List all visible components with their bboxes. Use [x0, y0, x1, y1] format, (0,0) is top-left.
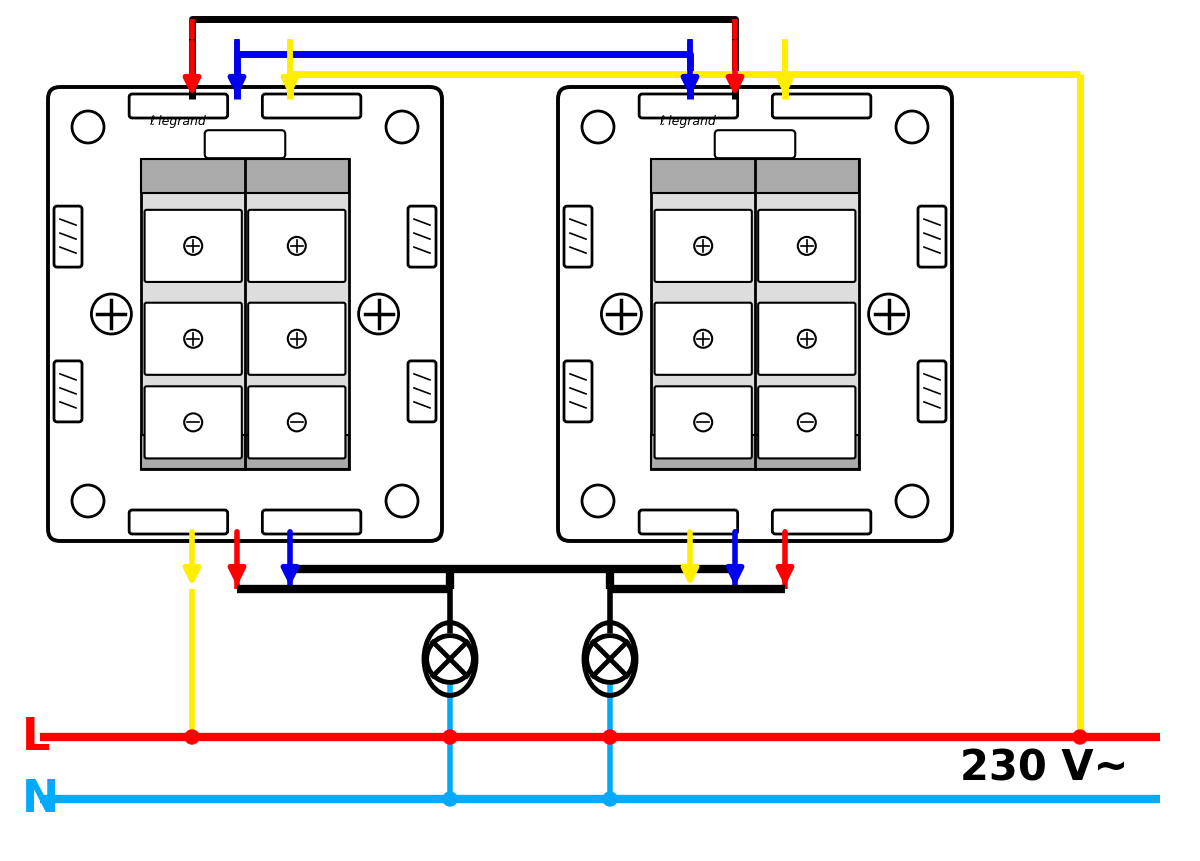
Circle shape	[604, 792, 617, 806]
FancyBboxPatch shape	[408, 362, 436, 423]
FancyBboxPatch shape	[918, 362, 946, 423]
FancyBboxPatch shape	[248, 387, 346, 459]
Text: N: N	[22, 777, 59, 821]
FancyBboxPatch shape	[263, 95, 361, 119]
FancyBboxPatch shape	[654, 211, 752, 282]
FancyBboxPatch shape	[205, 131, 286, 159]
FancyBboxPatch shape	[758, 387, 856, 459]
FancyBboxPatch shape	[918, 207, 946, 268]
FancyBboxPatch shape	[48, 88, 442, 542]
FancyBboxPatch shape	[130, 95, 228, 119]
Circle shape	[604, 730, 617, 744]
FancyBboxPatch shape	[773, 95, 871, 119]
FancyBboxPatch shape	[715, 131, 796, 159]
Text: L: L	[22, 715, 50, 759]
FancyBboxPatch shape	[54, 362, 82, 423]
Circle shape	[185, 730, 199, 744]
FancyBboxPatch shape	[408, 207, 436, 268]
FancyBboxPatch shape	[54, 207, 82, 268]
FancyBboxPatch shape	[144, 211, 242, 282]
FancyBboxPatch shape	[640, 95, 738, 119]
FancyBboxPatch shape	[263, 511, 361, 535]
FancyBboxPatch shape	[773, 511, 871, 535]
FancyBboxPatch shape	[758, 211, 856, 282]
FancyBboxPatch shape	[564, 362, 592, 423]
FancyBboxPatch shape	[144, 387, 242, 459]
Bar	[142, 160, 349, 194]
FancyBboxPatch shape	[564, 207, 592, 268]
Text: ℓ legrand: ℓ legrand	[150, 115, 206, 128]
Bar	[142, 160, 349, 469]
Circle shape	[443, 792, 457, 806]
Text: ℓ legrand: ℓ legrand	[660, 115, 716, 128]
Circle shape	[443, 730, 457, 744]
Text: 230 V~: 230 V~	[960, 747, 1128, 789]
FancyBboxPatch shape	[654, 387, 752, 459]
FancyBboxPatch shape	[654, 303, 752, 375]
FancyBboxPatch shape	[130, 511, 228, 535]
Bar	[142, 436, 349, 469]
Circle shape	[1073, 730, 1087, 744]
FancyBboxPatch shape	[758, 303, 856, 375]
FancyBboxPatch shape	[558, 88, 952, 542]
FancyBboxPatch shape	[248, 211, 346, 282]
FancyBboxPatch shape	[248, 303, 346, 375]
Bar	[652, 436, 859, 469]
Bar	[652, 160, 859, 469]
FancyBboxPatch shape	[144, 303, 242, 375]
Bar	[652, 160, 859, 194]
FancyBboxPatch shape	[640, 511, 738, 535]
